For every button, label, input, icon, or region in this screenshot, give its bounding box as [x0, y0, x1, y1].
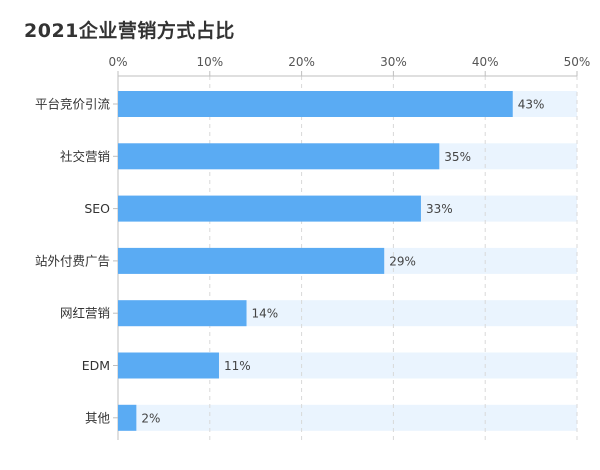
x-tick-label: 0%: [108, 55, 127, 69]
category-label: 平台竞价引流: [35, 97, 111, 112]
x-tick-label: 10%: [196, 55, 223, 69]
bar: [118, 300, 247, 327]
bar: [118, 352, 219, 379]
data-label: 2%: [141, 411, 160, 425]
bar-track: [118, 404, 577, 431]
category-label: EDM: [82, 358, 110, 373]
data-label: 29%: [389, 254, 416, 268]
bar: [118, 143, 440, 170]
x-tick-label: 50%: [564, 55, 591, 69]
category-label: 社交营销: [60, 149, 110, 164]
bar: [118, 404, 137, 431]
data-label: 35%: [444, 150, 471, 164]
data-label: 43%: [518, 98, 545, 112]
chart-title: 2021企业营销方式占比: [24, 20, 235, 42]
x-tick-label: 30%: [380, 55, 407, 69]
bar: [118, 91, 513, 117]
category-label: 其他: [85, 410, 111, 425]
category-label: 网红营销: [60, 306, 110, 321]
category-label: SEO: [84, 201, 110, 216]
data-label: 11%: [224, 359, 251, 373]
x-tick-label: 20%: [288, 55, 315, 69]
bar: [118, 247, 385, 274]
x-tick-label: 40%: [472, 55, 499, 69]
bar: [118, 195, 421, 222]
data-label: 33%: [426, 202, 453, 216]
data-label: 14%: [252, 307, 279, 321]
category-label: 站外付费广告: [35, 253, 110, 268]
